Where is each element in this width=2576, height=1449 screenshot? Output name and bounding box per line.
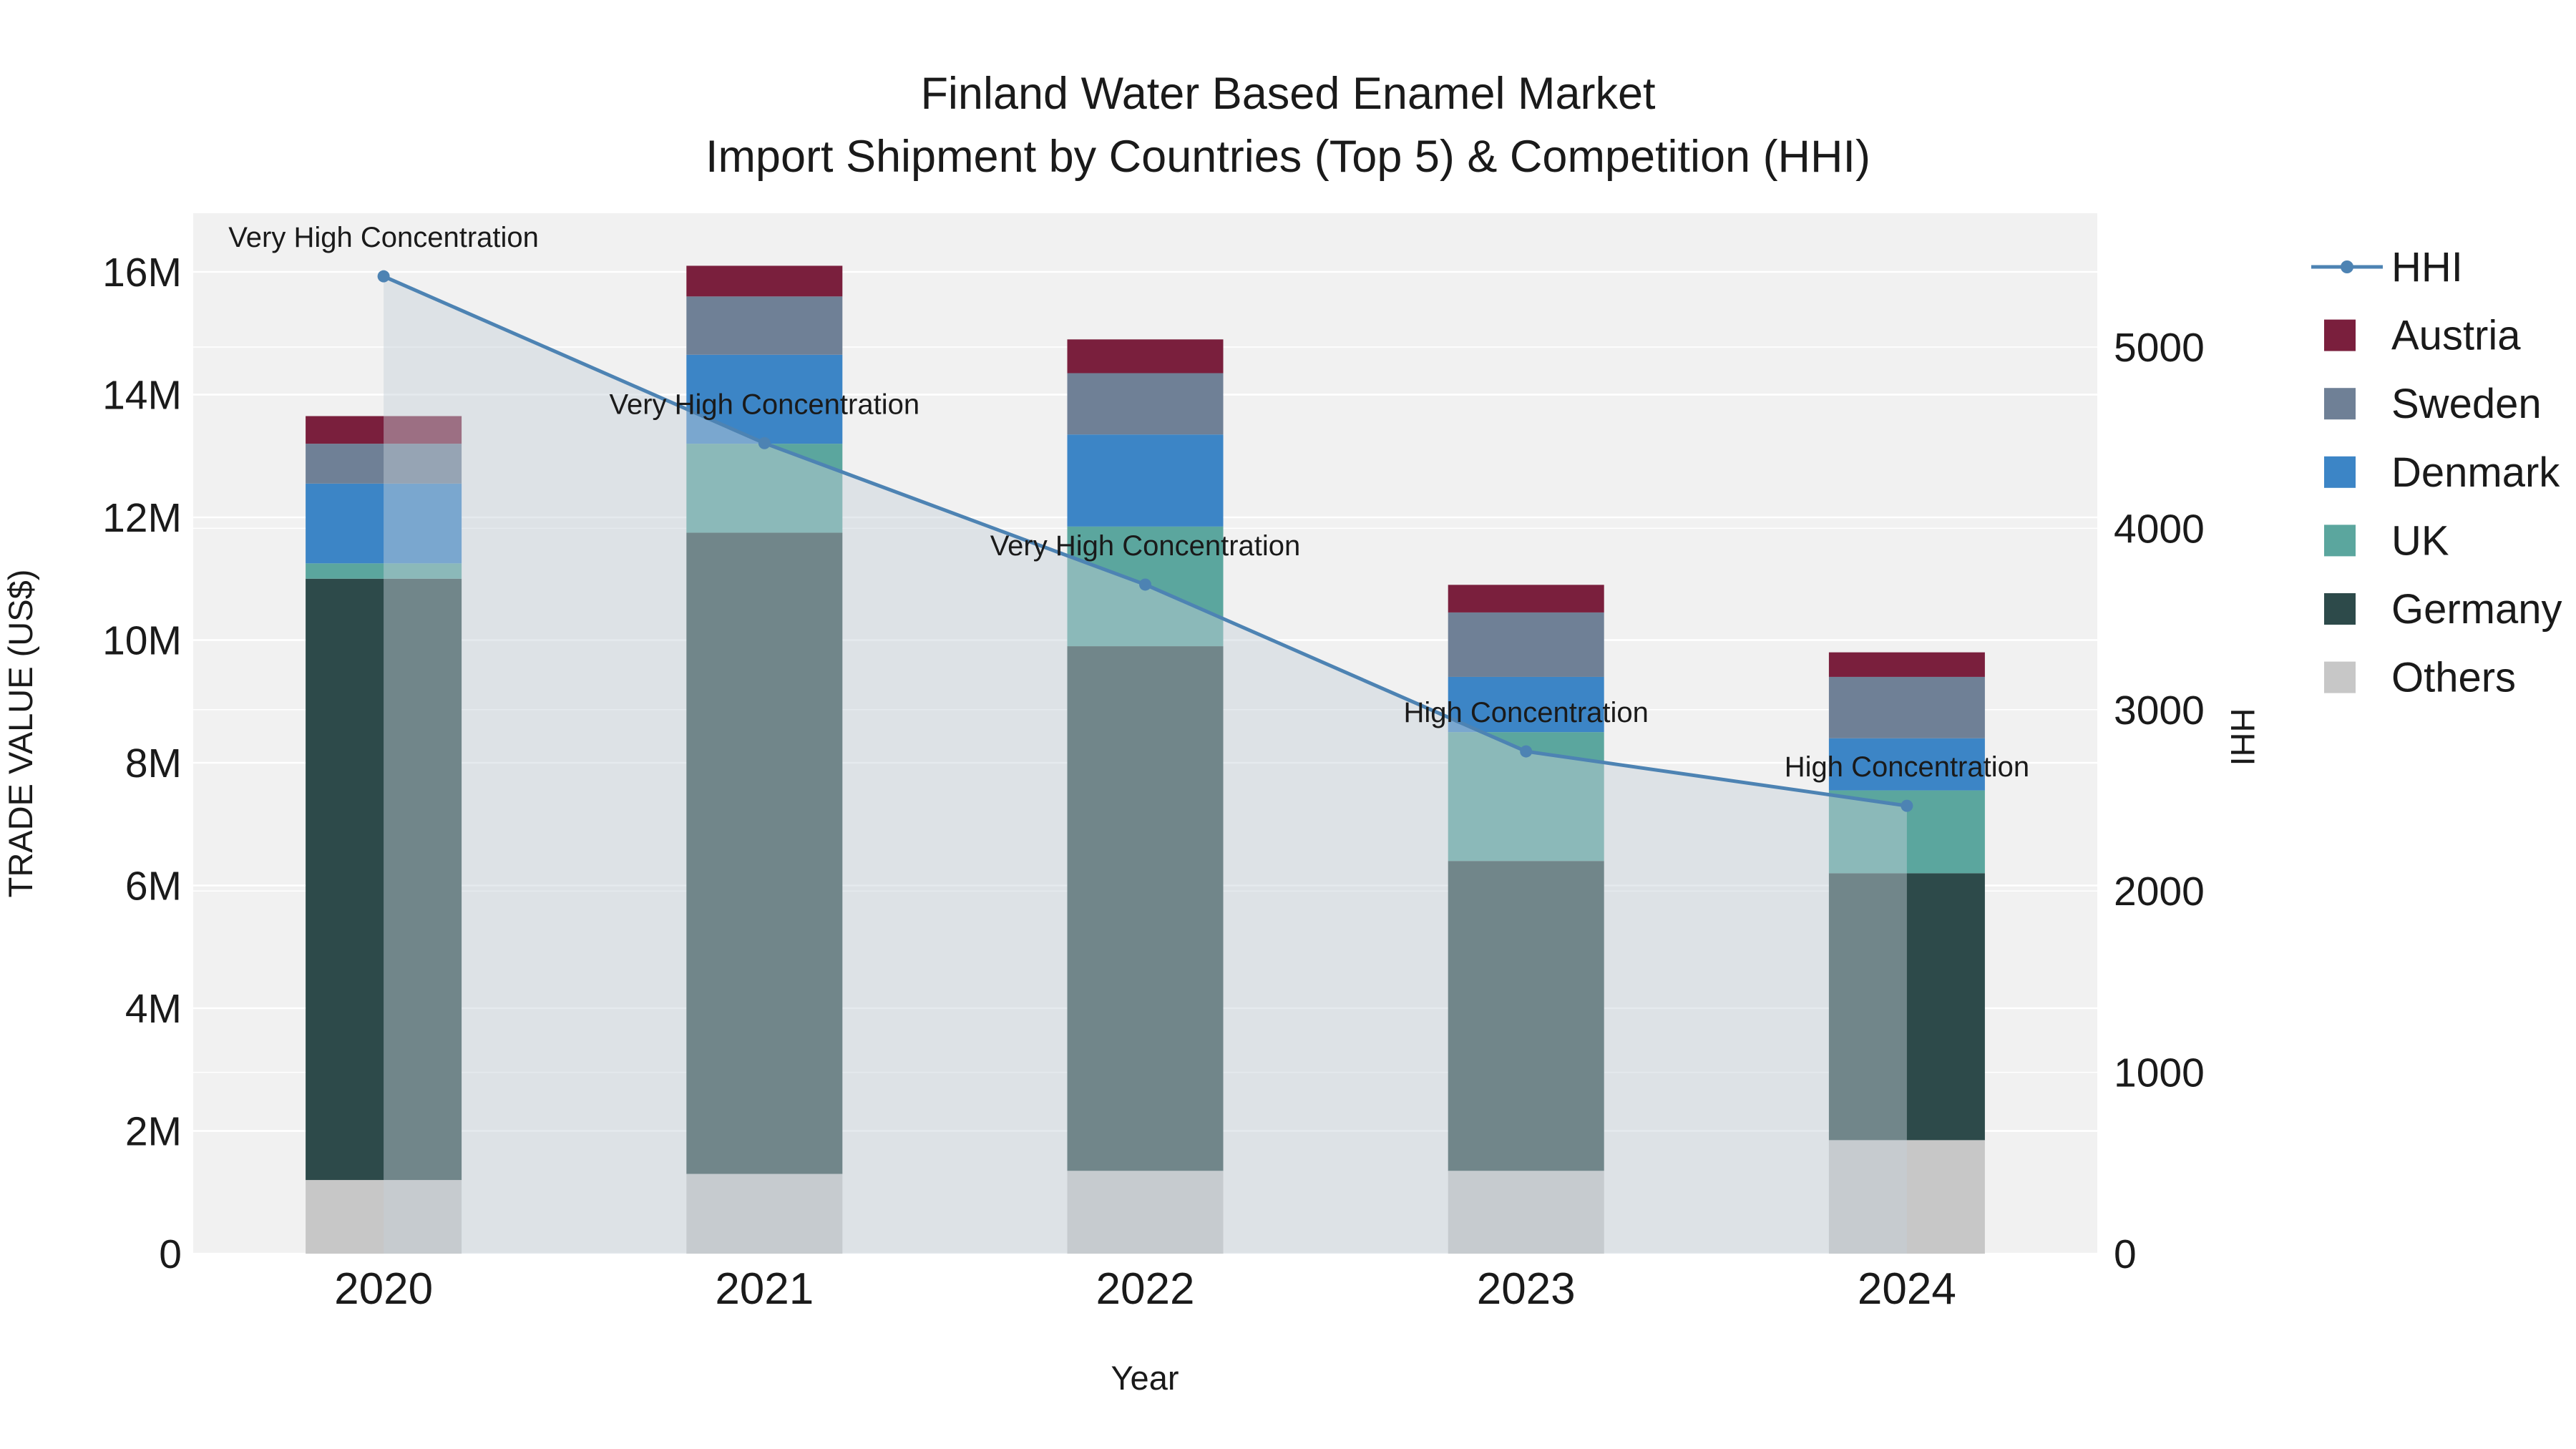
bar-segment-others-2023 xyxy=(1448,1171,1604,1254)
bar-segment-denmark-2023 xyxy=(1448,676,1604,733)
annotations-layer: Very High Concentration Very High Concent… xyxy=(228,222,2029,783)
legend-item-others: Others xyxy=(2324,655,2516,701)
bar-segment-denmark-2024 xyxy=(1828,738,1985,791)
x-tick-label-2023: 2023 xyxy=(1477,1264,1576,1314)
legend-label-germany: Germany xyxy=(2391,586,2562,633)
bar-segment-germany-2024 xyxy=(1828,873,1985,1141)
bar-segment-others-2024 xyxy=(1828,1140,1985,1254)
y-right-tick-label: 1000 xyxy=(2114,1050,2205,1096)
x-tick-label-2022: 2022 xyxy=(1096,1264,1195,1314)
bar-segment-sweden-2022 xyxy=(1067,373,1224,435)
legend-item-germany: Germany xyxy=(2324,586,2562,633)
y-left-tick-label: 6M xyxy=(125,864,182,909)
hhi-marker-2022 xyxy=(1139,578,1151,591)
legend-label-austria: Austria xyxy=(2391,313,2521,359)
y-left-tick-label: 8M xyxy=(125,741,182,786)
x-axis-label: Year xyxy=(1111,1359,1179,1397)
chart-title-line1: Finland Water Based Enamel Market xyxy=(920,69,1656,119)
legend-item-austria: Austria xyxy=(2324,313,2521,359)
hhi-area-layer xyxy=(384,276,1907,1254)
annotation-2021: Very High Concentration xyxy=(610,389,920,420)
bar-segment-austria-2020 xyxy=(306,416,462,444)
legend-swatch-uk xyxy=(2324,525,2356,557)
bar-segment-germany-2023 xyxy=(1448,861,1604,1171)
y-left-tick-label: 0 xyxy=(159,1231,182,1277)
legend-label-sweden: Sweden xyxy=(2391,381,2542,427)
legend-hhi-marker-swatch xyxy=(2341,260,2353,273)
annotation-2020: Very High Concentration xyxy=(228,222,539,253)
axis-ticks-layer: 0 2M 4M 6M 8M 10M 12M 14M 16M 0 1000 2000 3000 4000 50… xyxy=(102,250,2205,1314)
bar-segment-austria-2022 xyxy=(1067,339,1224,374)
bar-segment-denmark-2020 xyxy=(306,483,462,564)
y-right-tick-label: 0 xyxy=(2114,1231,2137,1277)
bar-segment-others-2021 xyxy=(686,1174,843,1254)
y-left-tick-label: 12M xyxy=(102,495,182,541)
bar-segment-austria-2023 xyxy=(1448,585,1604,613)
y-left-tick-label: 2M xyxy=(125,1109,182,1155)
hhi-marker-2023 xyxy=(1520,745,1533,758)
bar-segment-austria-2024 xyxy=(1828,652,1985,677)
y-left-tick-label: 16M xyxy=(102,250,182,296)
legend-item-sweden: Sweden xyxy=(2324,381,2542,427)
legend-item-hhi: HHI xyxy=(2311,244,2463,291)
legend-label-others: Others xyxy=(2391,655,2516,701)
y-right-axis-label: HHI xyxy=(2224,708,2262,766)
annotation-2022: Very High Concentration xyxy=(990,530,1301,562)
bar-segment-others-2020 xyxy=(306,1180,462,1254)
legend-label-denmark: Denmark xyxy=(2391,449,2560,496)
bar-segment-denmark-2021 xyxy=(686,354,843,444)
hhi-marker-2021 xyxy=(758,436,771,449)
bar-segment-denmark-2022 xyxy=(1067,434,1224,527)
hhi-marker-2020 xyxy=(377,270,390,283)
y-right-tick-label: 5000 xyxy=(2114,325,2205,371)
y-left-axis-label: TRADE VALUE (US$) xyxy=(1,570,39,898)
annotation-2024: High Concentration xyxy=(1785,751,2029,783)
x-tick-label-2020: 2020 xyxy=(334,1264,433,1314)
bar-segment-germany-2020 xyxy=(306,578,462,1181)
legend-item-uk: UK xyxy=(2324,517,2449,564)
bar-segment-sweden-2020 xyxy=(306,444,462,484)
legend-label-hhi: HHI xyxy=(2391,244,2463,291)
annotation-2023: High Concentration xyxy=(1403,697,1648,728)
legend-swatch-austria xyxy=(2324,319,2356,351)
legend-label-uk: UK xyxy=(2391,517,2449,564)
bar-segment-others-2022 xyxy=(1067,1171,1224,1254)
legend-swatch-sweden xyxy=(2324,388,2356,420)
y-left-tick-label: 4M xyxy=(125,986,182,1032)
bar-segment-uk-2020 xyxy=(306,563,462,579)
legend-swatch-others xyxy=(2324,661,2356,693)
bar-segment-austria-2021 xyxy=(686,265,843,297)
y-right-tick-label: 2000 xyxy=(2114,869,2205,914)
bar-segment-uk-2021 xyxy=(686,444,843,533)
bar-segment-sweden-2023 xyxy=(1448,612,1604,677)
legend: HHI Austria Sweden Denmark UK Germany Others xyxy=(2311,244,2562,701)
legend-item-denmark: Denmark xyxy=(2324,449,2560,496)
bar-segment-sweden-2021 xyxy=(686,296,843,355)
bar-segment-sweden-2024 xyxy=(1828,676,1985,738)
chart-title-line2: Import Shipment by Countries (Top 5) & C… xyxy=(706,132,1870,182)
x-tick-label-2021: 2021 xyxy=(715,1264,814,1314)
bar-segment-germany-2021 xyxy=(686,532,843,1174)
legend-swatch-denmark xyxy=(2324,456,2356,488)
hhi-marker-2024 xyxy=(1901,799,1913,812)
hhi-area-fill xyxy=(384,276,1907,1254)
hhi-markers-layer xyxy=(377,270,1913,812)
bar-segment-germany-2022 xyxy=(1067,646,1224,1171)
x-tick-label-2024: 2024 xyxy=(1858,1264,1956,1314)
y-right-tick-label: 3000 xyxy=(2114,688,2205,733)
y-left-tick-label: 10M xyxy=(102,618,182,664)
legend-swatch-germany xyxy=(2324,593,2356,625)
y-right-tick-label: 4000 xyxy=(2114,506,2205,552)
y-left-tick-label: 14M xyxy=(102,373,182,419)
